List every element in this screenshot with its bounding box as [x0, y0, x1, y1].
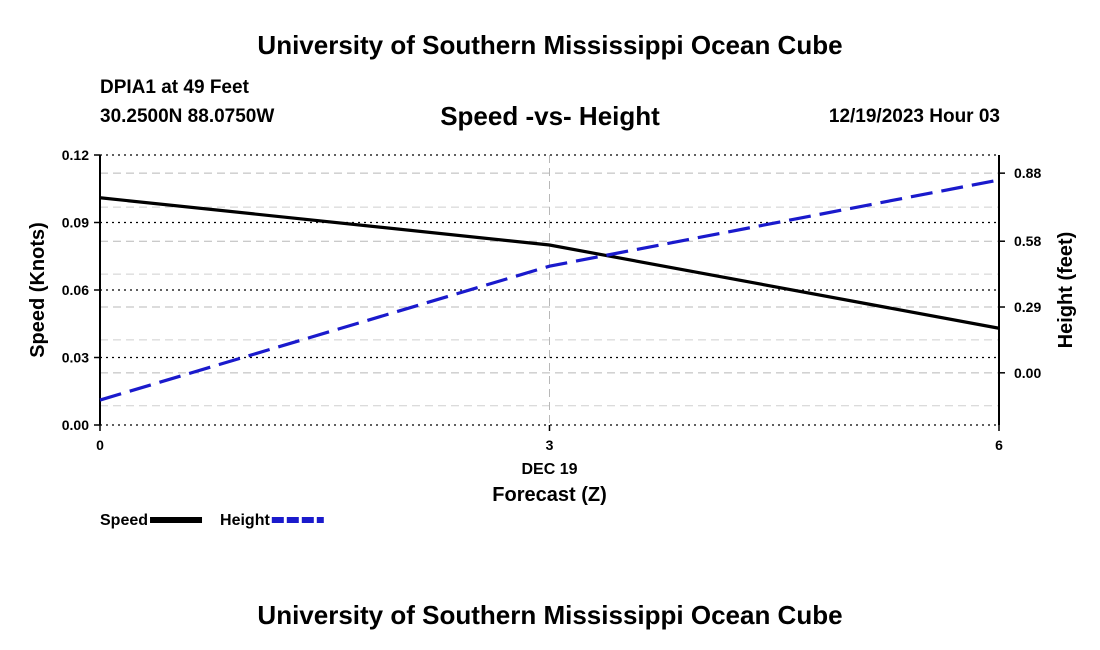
main-title: University of Southern Mississippi Ocean…: [257, 30, 843, 60]
series-line-height: [99, 178, 1000, 402]
station-label: DPIA1 at 49 Feet: [100, 77, 249, 98]
left-tick-label-1: 0.03: [62, 350, 89, 366]
left-tick-label-3: 0.09: [62, 215, 89, 231]
legend-label-height: Height: [220, 512, 270, 529]
legend-label-speed: Speed: [100, 512, 148, 529]
x-tick-label-2: 6: [995, 437, 1003, 453]
datetime-label: 12/19/2023 Hour 03: [828, 106, 1000, 127]
x-date-label: DEC 19: [521, 461, 577, 478]
speed-height-chart: 0.00 0.03 0.06 0.09 0.12 0.00 0.29 0.58 0.88 0 3 6 D…: [27, 147, 1077, 529]
right-tick-label-1: 0.29: [1014, 299, 1041, 315]
footer-title: University of Southern Mississippi Ocean…: [257, 600, 843, 630]
y-axis-title-right: Height (feet): [1055, 232, 1077, 349]
series-line-speed: [99, 196, 1000, 330]
left-tick-label-4: 0.12: [62, 147, 89, 163]
x-tick-label-1: 3: [546, 437, 554, 453]
chart-title: Speed -vs- Height: [440, 101, 660, 131]
x-axis-title: Forecast (Z): [492, 484, 606, 506]
left-tick-label-2: 0.06: [62, 282, 89, 298]
left-tick-label-0: 0.00: [62, 417, 89, 433]
right-tick-label-2: 0.58: [1014, 233, 1041, 249]
right-tick-label-0: 0.00: [1014, 365, 1041, 381]
y-axis-title-left: Speed (Knots): [27, 222, 49, 358]
x-tick-label-0: 0: [96, 437, 104, 453]
coordinates-label: 30.2500N 88.0750W: [100, 106, 275, 127]
right-tick-label-3: 0.88: [1014, 165, 1041, 181]
